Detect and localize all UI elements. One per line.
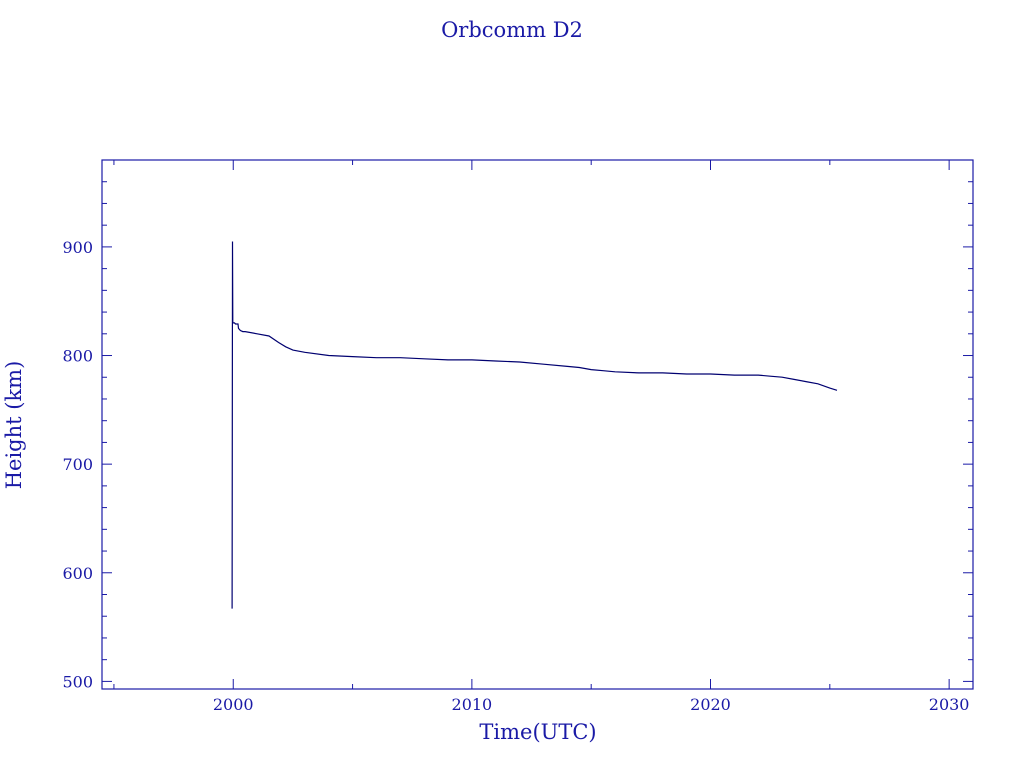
y-axis-label: Height (km) <box>2 361 26 490</box>
y-tick-label: 800 <box>62 347 93 366</box>
y-tick-label: 900 <box>62 238 93 257</box>
y-tick-label: 700 <box>62 455 93 474</box>
x-tick-label: 2020 <box>690 695 731 714</box>
y-tick-label: 500 <box>62 672 93 691</box>
x-tick-label: 2010 <box>452 695 493 714</box>
x-tick-label: 2000 <box>213 695 254 714</box>
height-series-line <box>231 241 838 609</box>
data-layer <box>231 241 838 609</box>
y-tick-label: 600 <box>62 564 93 583</box>
x-axis-label: Time(UTC) <box>479 720 596 744</box>
plot-frame <box>101 159 974 690</box>
x-tick-label: 2030 <box>929 695 970 714</box>
chart-title: Orbcomm D2 <box>441 18 583 42</box>
axes-layer: 2000 2010 2020 2030 500 600 700 800 900 <box>62 159 974 714</box>
